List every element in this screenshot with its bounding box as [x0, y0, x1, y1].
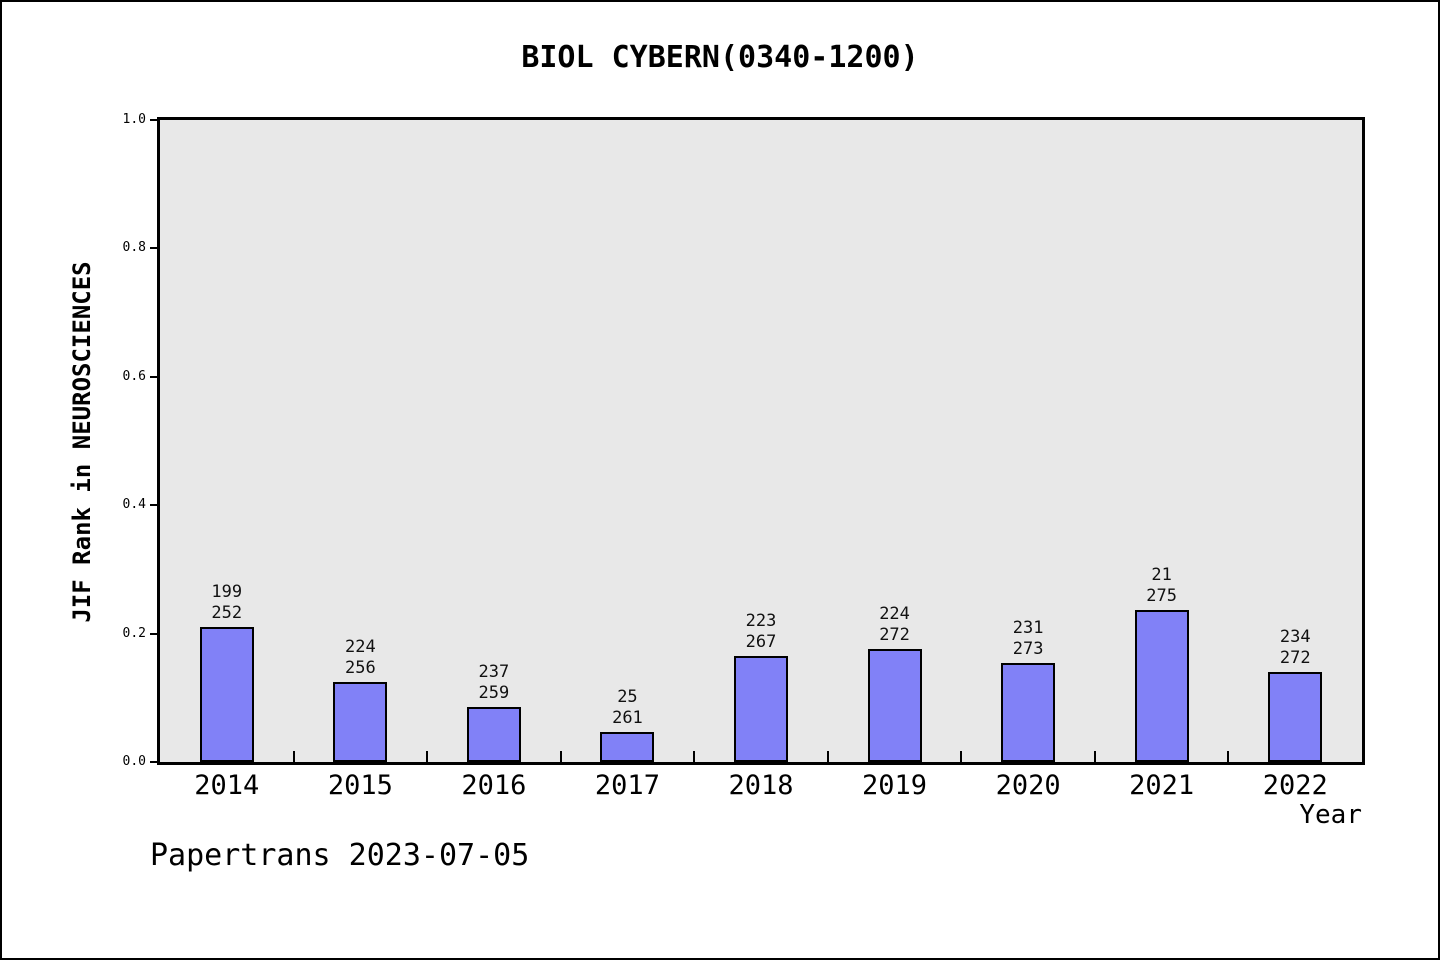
bar-value-line: 199 [211, 581, 243, 602]
bar-value-line: 273 [1012, 639, 1044, 660]
bar-value-line: 272 [879, 624, 910, 645]
x-tick-minor-mark [292, 751, 295, 762]
bar-2017 [600, 732, 655, 762]
x-tick-label-2021: 2021 [1129, 770, 1195, 801]
bar-value-label-2014: 199 252 [167, 582, 287, 624]
bar-value-line: 223 [745, 611, 777, 632]
bar-value-line: 231 [1012, 618, 1044, 639]
bar-value-line: 267 [745, 632, 777, 653]
x-tick-label-2020: 2020 [995, 770, 1061, 801]
bar-value-line: 272 [1279, 648, 1311, 669]
x-tick-label-2017: 2017 [594, 770, 660, 801]
bar-value-line: 224 [879, 603, 910, 624]
x-tick-minor-mark [426, 751, 429, 762]
bar-value-label-2015: 224 256 [300, 637, 420, 679]
bar-value-line: 259 [478, 683, 510, 704]
bar-2022 [1268, 672, 1323, 762]
bar-value-line: 261 [612, 708, 643, 729]
y-tick-mark [150, 375, 160, 378]
chart-title: BIOL CYBERN(0340-1200) [521, 40, 919, 75]
x-tick-label-2018: 2018 [728, 770, 794, 801]
bar-value-line: 237 [478, 662, 510, 683]
bar-value-line: 25 [617, 687, 638, 708]
x-tick-minor-mark [559, 751, 562, 762]
y-tick-label: 1.0 [122, 112, 146, 127]
x-tick-minor-mark [960, 751, 963, 762]
y-tick-label: 0.6 [122, 368, 146, 384]
bar-2015 [333, 681, 388, 762]
x-tick-minor-mark [1093, 751, 1096, 762]
y-tick-mark [150, 119, 160, 121]
x-tick-minor-mark [826, 751, 829, 762]
bar-value-line: 275 [1146, 586, 1178, 607]
y-tick-label: 0.8 [122, 240, 146, 256]
bar-value-label-2022: 234 272 [1235, 627, 1355, 669]
x-tick-label-2016: 2016 [461, 770, 527, 801]
bar-value-label-2016: 237 259 [434, 662, 554, 704]
bar-value-label-2017: 25 261 [567, 687, 687, 729]
y-tick-mark [150, 761, 160, 763]
bar-value-line: 256 [344, 657, 376, 678]
x-tick-minor-mark [693, 751, 696, 762]
bar-2020 [1001, 663, 1056, 762]
bar-value-line: 234 [1279, 627, 1311, 648]
x-tick-label-2019: 2019 [862, 770, 928, 801]
bar-value-label-2021: 21 275 [1102, 565, 1222, 607]
bar-value-label-2019: 224 272 [835, 604, 955, 646]
bar-2016 [466, 707, 521, 762]
bar-value-label-2018: 223 267 [701, 611, 821, 653]
bar-value-label-2020: 231 273 [968, 618, 1088, 660]
x-axis-label: Year [1299, 800, 1362, 830]
watermark-text: Papertrans 2023-07-05 [150, 838, 530, 873]
y-tick-mark [150, 632, 160, 635]
y-tick-label: 0.4 [122, 497, 146, 513]
bar-2021 [1134, 610, 1189, 762]
bar-value-line: 21 [1151, 565, 1172, 586]
y-axis-label: JIF Rank in NEUROSCIENCES [68, 261, 96, 623]
y-tick-label: 0.2 [122, 625, 146, 641]
x-tick-label-2015: 2015 [327, 770, 393, 801]
bar-2019 [867, 648, 922, 762]
y-tick-mark [150, 504, 160, 507]
x-tick-label-2014: 2014 [194, 770, 260, 801]
y-tick-label: 0.0 [122, 754, 146, 769]
bar-2014 [199, 626, 254, 762]
bar-value-line: 252 [211, 602, 243, 623]
bar-2018 [734, 656, 788, 762]
x-tick-minor-mark [1227, 751, 1230, 762]
y-tick-mark [150, 247, 160, 250]
bar-value-line: 224 [344, 636, 376, 657]
x-tick-label-2022: 2022 [1262, 770, 1328, 801]
